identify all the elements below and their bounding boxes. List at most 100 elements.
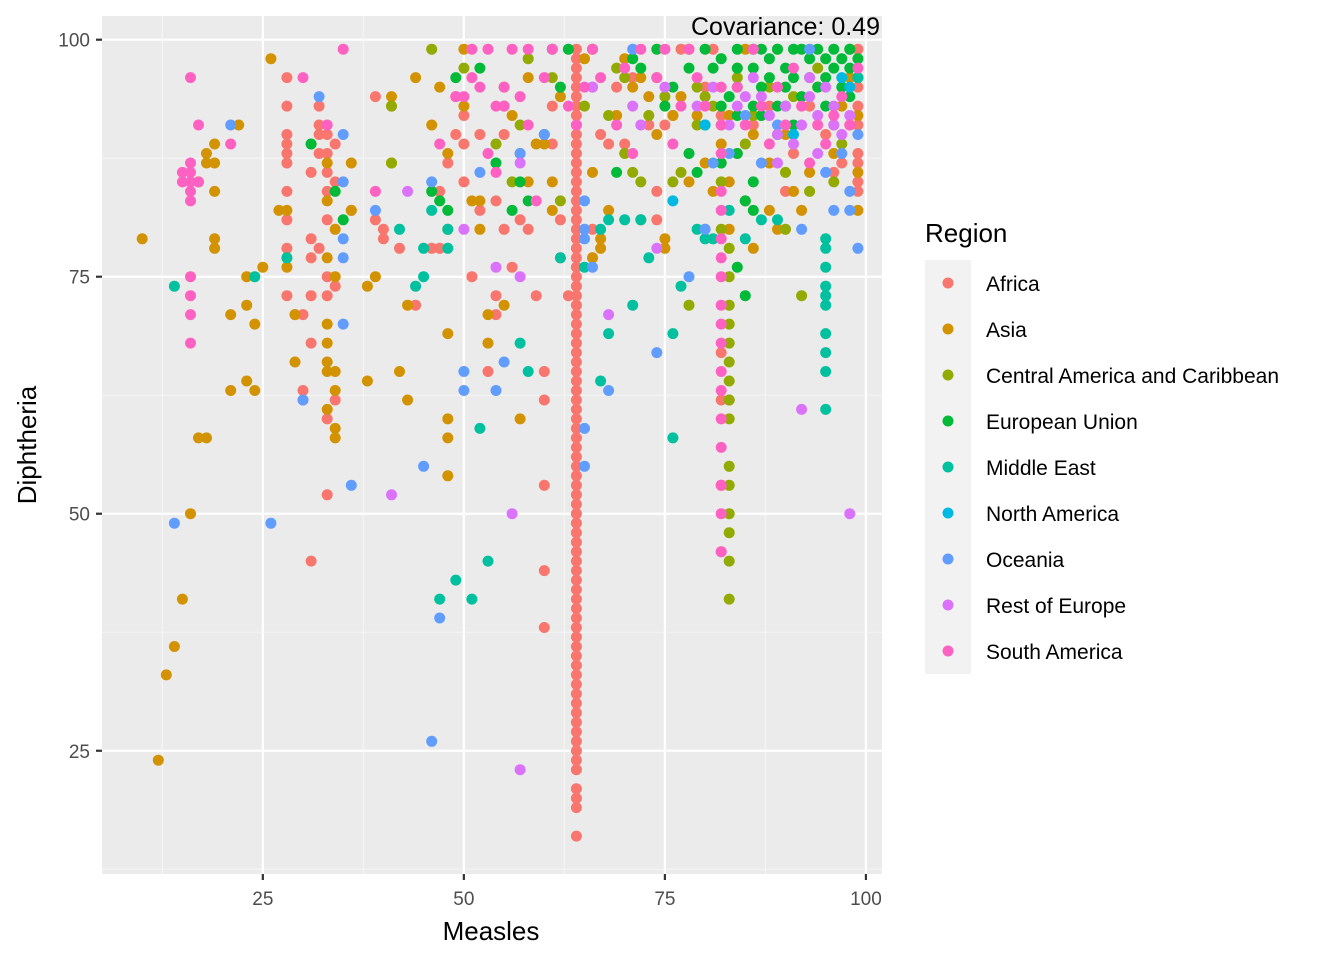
data-point-asia: [289, 356, 301, 368]
data-point-central-america-and-caribbean: [763, 81, 775, 93]
legend-label: Central America and Caribbean: [986, 365, 1279, 388]
data-point-middle-east: [522, 366, 534, 377]
legend-key-oceania: [942, 553, 954, 565]
data-point-africa: [570, 129, 582, 140]
data-point-south-america: [498, 81, 510, 93]
data-point-asia: [723, 110, 735, 121]
data-point-africa: [546, 138, 558, 150]
data-point-africa: [804, 100, 816, 112]
data-point-central-america-and-caribbean: [490, 138, 502, 150]
data-point-oceania: [587, 261, 598, 273]
data-point-asia: [603, 204, 615, 216]
data-point-africa: [570, 403, 582, 415]
covariance-annotation: Covariance: 0.49: [691, 13, 880, 41]
data-point-south-america: [675, 100, 687, 112]
data-point-south-america: [458, 91, 470, 103]
data-point-rest-of-europe: [514, 157, 526, 169]
data-point-africa: [570, 290, 582, 302]
data-point-asia: [361, 280, 373, 292]
data-point-central-america-and-caribbean: [723, 356, 735, 368]
data-point-central-america-and-caribbean: [635, 176, 647, 188]
data-point-european-union: [796, 91, 808, 103]
data-point-asia: [442, 470, 454, 482]
data-point-south-america: [715, 413, 727, 425]
data-point-oceania: [828, 204, 840, 216]
data-point-south-america: [715, 479, 727, 491]
data-point-south-america: [185, 195, 196, 207]
legend-entries: Africa Asia Central America and Caribbean E…: [942, 273, 1279, 664]
data-point-africa: [570, 328, 582, 340]
y-tick-label: 100: [58, 31, 90, 52]
data-point-south-america: [321, 119, 333, 131]
data-point-africa: [570, 299, 582, 311]
data-point-middle-east: [635, 214, 647, 226]
data-point-africa: [570, 441, 582, 453]
data-point-central-america-and-caribbean: [667, 176, 679, 188]
data-point-africa: [434, 242, 446, 254]
data-point-africa: [329, 138, 341, 150]
data-point-middle-east: [820, 290, 832, 302]
data-points: [136, 43, 864, 842]
data-point-africa: [570, 517, 582, 529]
data-point-rest-of-europe: [458, 223, 470, 235]
data-point-africa: [659, 119, 671, 131]
data-point-asia: [739, 43, 751, 55]
data-point-africa: [458, 110, 470, 121]
data-point-middle-east: [820, 233, 832, 245]
data-point-africa: [329, 394, 341, 406]
data-point-africa: [570, 641, 582, 652]
data-point-africa: [570, 593, 582, 605]
data-point-south-america: [691, 72, 703, 84]
data-point-central-america-and-caribbean: [796, 290, 808, 302]
data-point-central-america-and-caribbean: [627, 166, 639, 178]
data-point-south-america: [611, 119, 623, 131]
data-point-middle-east: [820, 280, 832, 292]
data-point-asia: [788, 185, 799, 197]
data-point-africa: [570, 470, 582, 482]
data-point-european-union: [747, 176, 759, 188]
data-point-north-america: [836, 72, 848, 84]
legend-key-central-america-and-caribbean: [942, 369, 954, 381]
data-point-middle-east: [667, 432, 679, 444]
data-point-european-union: [780, 62, 791, 74]
data-point-south-america: [466, 43, 478, 55]
data-point-africa: [707, 43, 719, 55]
data-point-africa: [570, 223, 582, 235]
data-point-asia: [249, 318, 261, 330]
data-point-africa: [570, 451, 582, 463]
data-point-africa: [852, 176, 864, 188]
data-point-central-america-and-caribbean: [603, 110, 615, 121]
data-point-africa: [715, 110, 727, 121]
data-point-european-union: [659, 100, 671, 112]
data-point-european-union: [683, 148, 695, 159]
data-point-south-america: [715, 185, 727, 197]
data-point-africa: [570, 527, 582, 539]
data-point-africa: [313, 242, 325, 254]
data-point-middle-east: [514, 337, 526, 349]
data-point-asia: [160, 669, 172, 681]
data-point-rest-of-europe: [763, 110, 775, 121]
data-point-oceania: [337, 252, 349, 264]
data-point-south-america: [715, 252, 727, 264]
data-point-european-union: [812, 81, 824, 93]
data-point-rest-of-europe: [828, 119, 840, 131]
data-point-south-america: [193, 119, 204, 131]
data-point-asia: [329, 422, 341, 434]
data-point-european-union: [844, 43, 856, 55]
data-point-middle-east: [466, 593, 478, 605]
data-point-rest-of-europe: [651, 242, 663, 254]
data-point-africa: [281, 185, 293, 197]
data-point-south-america: [788, 62, 799, 74]
data-point-south-america: [482, 43, 494, 55]
data-point-asia: [394, 366, 405, 377]
data-point-asia: [442, 328, 454, 340]
data-point-european-union: [739, 195, 751, 207]
legend-key-africa: [942, 277, 954, 289]
data-point-asia: [249, 385, 261, 396]
data-point-africa: [538, 565, 550, 577]
data-point-africa: [852, 81, 864, 93]
data-point-south-america: [772, 81, 783, 93]
data-point-asia: [241, 271, 253, 283]
data-point-africa: [570, 356, 582, 368]
